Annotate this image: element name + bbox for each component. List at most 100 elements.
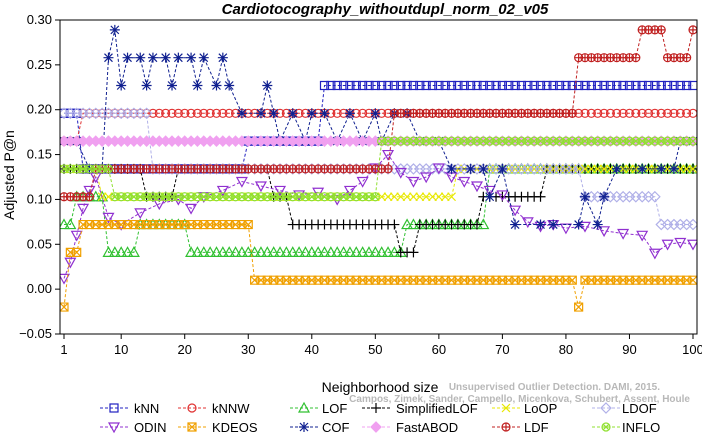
data-point <box>389 80 399 91</box>
data-point <box>205 108 215 118</box>
data-point <box>116 80 127 91</box>
data-point <box>153 199 166 211</box>
data-point <box>383 164 393 174</box>
data-point <box>559 223 572 235</box>
data-point <box>161 192 171 202</box>
data-point <box>243 192 253 202</box>
legend-label: ODIN <box>134 420 167 434</box>
data-point <box>440 136 450 146</box>
data-point <box>269 192 279 202</box>
data-point <box>574 136 584 146</box>
data-point <box>542 136 552 146</box>
data-point <box>624 108 635 118</box>
data-point <box>599 80 609 91</box>
data-point <box>377 136 387 146</box>
data-point <box>446 163 457 174</box>
data-point <box>662 80 673 91</box>
data-point <box>261 246 274 257</box>
data-point <box>605 136 616 146</box>
data-point <box>91 164 101 174</box>
data-point <box>216 246 229 257</box>
data-point <box>134 208 147 220</box>
data-point <box>180 192 190 202</box>
data-point <box>287 108 298 119</box>
data-point <box>669 80 679 91</box>
data-point <box>624 136 635 146</box>
data-point <box>262 192 272 202</box>
data-point <box>256 192 266 202</box>
data-point <box>574 302 584 312</box>
data-point <box>484 191 495 202</box>
data-point <box>599 164 609 174</box>
legend-item-fastabod: FastABOD <box>362 420 458 434</box>
x-tick-label: 80 <box>559 342 573 357</box>
data-point <box>523 80 533 91</box>
legend-item-kdeos: KDEOS <box>178 420 258 434</box>
data-point <box>675 80 685 91</box>
data-point <box>586 136 596 146</box>
series-simplifiedlof <box>60 163 697 258</box>
x-tick-label: 100 <box>682 342 702 357</box>
data-point <box>669 108 679 118</box>
series-line <box>63 153 694 279</box>
x-tick-label: 30 <box>241 342 255 357</box>
data-point <box>674 237 687 249</box>
data-point <box>688 108 697 118</box>
data-point <box>389 136 399 146</box>
data-point <box>135 192 145 202</box>
data-point <box>217 52 228 63</box>
data-point <box>299 246 312 257</box>
data-point <box>364 80 374 91</box>
data-point <box>394 167 407 179</box>
data-point <box>186 52 197 63</box>
data-point <box>199 108 209 118</box>
data-point <box>299 422 309 432</box>
data-point <box>434 80 444 91</box>
series-line <box>64 168 693 253</box>
data-point <box>446 80 457 91</box>
data-point <box>458 176 471 188</box>
data-point <box>108 246 121 257</box>
data-point <box>682 108 692 118</box>
data-point <box>401 218 414 230</box>
data-point <box>637 108 647 118</box>
x-tick-label: 50 <box>368 342 382 357</box>
data-point <box>306 108 317 119</box>
legend-item-simplifiedlof: SimplifiedLOF <box>362 401 478 416</box>
data-point <box>408 247 419 258</box>
data-point <box>358 80 368 91</box>
data-point <box>682 164 692 174</box>
data-point <box>280 246 293 257</box>
data-point <box>601 422 611 432</box>
data-point <box>643 108 654 118</box>
data-point <box>343 185 356 197</box>
data-point <box>567 136 577 146</box>
data-point <box>305 246 318 257</box>
data-point <box>173 52 184 63</box>
data-point <box>521 217 534 229</box>
data-point <box>173 192 183 202</box>
data-point <box>64 218 77 230</box>
data-point <box>471 219 482 230</box>
y-tick-label: 0.25 <box>27 57 52 72</box>
data-point <box>661 239 674 251</box>
series-layer <box>60 24 697 312</box>
data-point <box>421 80 431 91</box>
data-point <box>383 192 393 202</box>
data-point <box>167 192 177 202</box>
data-point <box>586 164 596 174</box>
data-point <box>102 212 115 224</box>
data-point <box>268 108 279 119</box>
y-axis-title: Adjusted P@n <box>1 130 17 220</box>
legend-label: kNNW <box>212 401 250 416</box>
data-point <box>154 192 164 202</box>
data-point <box>281 192 291 202</box>
data-point <box>529 136 539 146</box>
data-point <box>60 302 69 312</box>
data-point <box>682 53 692 63</box>
data-point <box>70 230 83 242</box>
data-point <box>510 80 520 91</box>
data-point <box>204 246 217 257</box>
data-point <box>332 192 342 202</box>
data-point <box>72 247 82 257</box>
